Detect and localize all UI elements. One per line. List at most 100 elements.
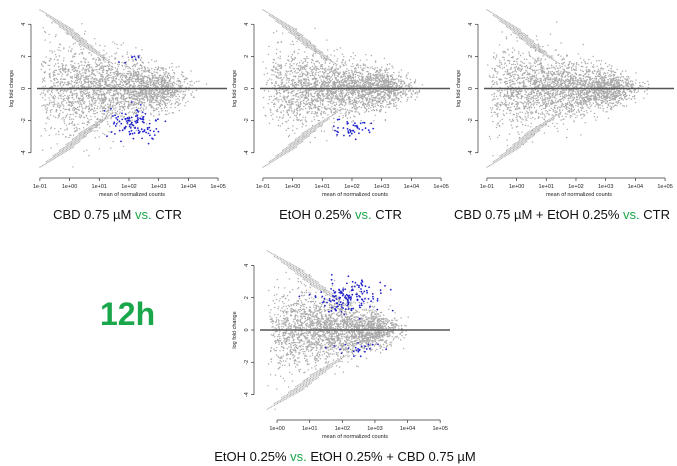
gene-point [49,114,52,116]
gene-point [62,69,64,71]
gene-point [310,97,313,100]
gene-point [153,90,155,92]
gene-point [69,30,71,33]
gene-point [83,103,85,105]
gene-point [334,76,336,79]
gene-point [91,72,93,74]
gene-point [284,64,286,67]
gene-point [70,148,72,150]
gene-point [323,83,326,86]
gene-point [272,61,274,64]
gene-point [104,61,106,63]
gene-point [115,103,118,106]
significant-point [113,121,116,124]
gene-point [305,97,307,100]
gene-point [296,63,298,65]
gene-point [44,31,47,34]
gene-point [338,90,340,93]
gene-point [113,93,115,95]
gene-point [86,92,88,95]
gene-point [287,109,289,112]
gene-point [142,79,144,81]
gene-point [126,93,128,95]
gene-point [112,41,114,43]
gene-point [162,100,165,102]
gene-point [51,101,53,104]
gene-point [76,34,78,37]
gene-point [91,105,93,108]
gene-point [385,78,387,80]
gene-point [62,70,65,72]
gene-point [93,112,95,115]
gene-point [283,84,285,87]
gene-point [51,92,53,94]
gene-point [141,65,143,67]
gene-point [70,101,72,103]
gene-point [83,136,85,139]
gene-point [289,63,291,65]
gene-point [282,95,285,97]
gene-point [64,72,66,74]
gene-point [315,106,317,109]
gene-point [70,118,73,120]
gene-point [306,71,308,73]
gene-point [320,130,323,132]
gene-point [74,76,76,79]
gene-point [285,129,287,131]
gene-point [385,69,387,71]
gene-point [84,61,86,63]
gene-point [159,95,162,97]
gene-point [64,148,66,150]
gene-point [72,35,74,37]
gene-point [77,141,80,143]
gene-point [365,97,367,100]
gene-point [170,93,172,96]
gene-point [332,72,334,75]
gene-point [83,116,86,119]
gene-point [296,118,298,121]
gene-point [119,92,122,95]
gene-point [291,72,294,74]
gene-point [373,120,375,122]
gene-point [149,100,151,102]
gene-point [57,152,59,154]
gene-point [394,105,396,108]
gene-point [70,60,72,63]
significant-point [149,129,152,132]
gene-point [179,82,182,84]
gene-point [45,61,47,64]
gene-point [40,10,42,12]
gene-point [340,112,342,115]
gene-point [62,111,64,114]
gene-point [98,122,100,124]
gene-point [88,130,90,132]
gene-point [91,99,93,101]
gene-point [145,95,148,98]
gene-point [77,35,79,37]
gene-point [128,96,130,99]
gene-point [293,94,295,97]
gene-point [68,101,71,104]
gene-point [63,90,65,92]
gene-point [121,76,124,79]
gene-point [394,99,396,101]
gene-point [263,106,265,109]
gene-point [39,166,41,168]
gene-point [336,89,338,92]
gene-point [85,42,87,44]
gene-point [127,101,129,103]
gene-point [72,143,74,145]
gene-point [282,96,284,99]
gene-point [131,77,134,79]
gene-point [69,144,71,147]
gene-point [61,81,64,83]
gene-point [339,94,341,97]
significant-point [124,118,127,121]
gene-point [181,99,184,101]
gene-point [60,23,62,25]
gene-point [121,115,124,117]
gene-point [140,109,142,112]
gene-point [100,105,103,108]
gene-point [136,63,138,65]
gene-point [377,71,379,74]
